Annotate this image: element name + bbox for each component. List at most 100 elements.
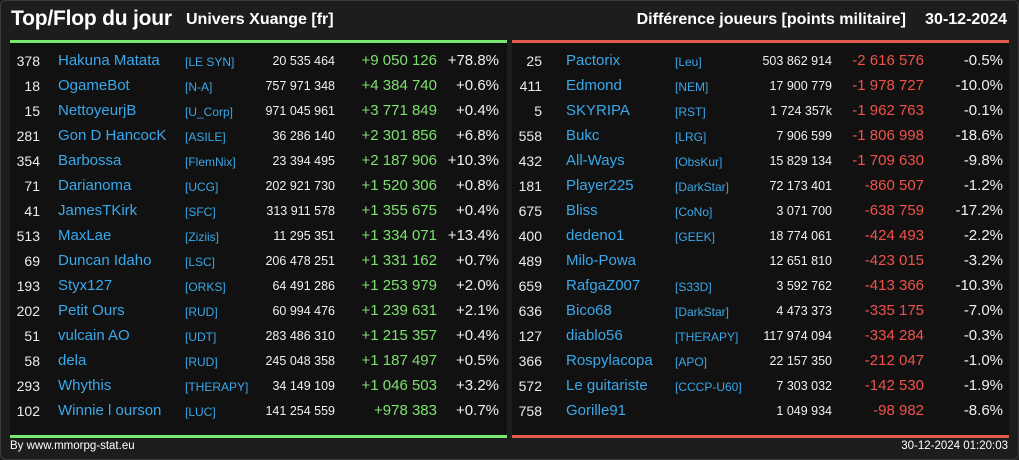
alliance-tag-link[interactable]: [LE SYN] bbox=[185, 55, 235, 69]
alliance-tag-link[interactable]: [UDT] bbox=[185, 330, 217, 344]
player-points: 3 592 762 bbox=[776, 279, 832, 293]
player-name-link[interactable]: Bico68 bbox=[566, 302, 612, 319]
points-difference: -1 962 763 bbox=[852, 102, 924, 119]
player-name-link[interactable]: OgameBot bbox=[58, 77, 130, 94]
player-name-link[interactable]: Gorille91 bbox=[566, 402, 627, 419]
points-difference: -142 530 bbox=[864, 377, 924, 394]
points-difference: -638 759 bbox=[864, 202, 924, 219]
percent-change: -3.2% bbox=[963, 252, 1003, 269]
alliance-tag-link[interactable]: [LRG] bbox=[675, 130, 707, 144]
player-name-link[interactable]: Rospylacopa bbox=[566, 352, 653, 369]
footer-credit[interactable]: By www.mmorpg-stat.eu bbox=[10, 440, 135, 452]
alliance-tag-link[interactable]: [DarkStar] bbox=[675, 180, 730, 194]
alliance-tag-link[interactable]: [Ziziis] bbox=[185, 230, 219, 244]
alliance-tag-link[interactable]: [DarkStar] bbox=[675, 305, 730, 319]
alliance-tag-link[interactable]: [THERAPY] bbox=[675, 330, 739, 344]
points-difference: +1 215 357 bbox=[361, 327, 438, 344]
top-player-row: 41 JamesTKirk [SFC] 313 911 578 +1 355 675 +0… bbox=[10, 199, 507, 224]
player-name-link[interactable]: NettoyeurjB bbox=[58, 102, 137, 119]
player-rank: 69 bbox=[24, 253, 40, 269]
player-name-link[interactable]: JamesTKirk bbox=[58, 202, 138, 219]
alliance-tag-link[interactable]: [RUD] bbox=[185, 355, 218, 369]
header-date: 30-12-2024 bbox=[925, 11, 1007, 28]
alliance-tag-link[interactable]: [UCG] bbox=[185, 180, 219, 194]
percent-change: +0.6% bbox=[456, 77, 499, 94]
player-name-link[interactable]: Darianoma bbox=[58, 177, 132, 194]
alliance-tag-link[interactable]: [CCCP-U60] bbox=[675, 380, 742, 394]
player-points: 12 651 810 bbox=[769, 254, 832, 268]
player-name-link[interactable]: Bliss bbox=[566, 202, 598, 219]
player-points: 11 295 351 bbox=[273, 229, 335, 243]
player-rank: 5 bbox=[534, 103, 542, 119]
points-difference: -1 978 727 bbox=[852, 77, 924, 94]
top-player-row: 69 Duncan Idaho [LSC] 206 478 251 +1 331 162… bbox=[10, 249, 507, 274]
flop-player-row: 636 Bico68 [DarkStar] 4 473 373 -335 175 -7.0… bbox=[512, 299, 1009, 324]
player-name-link[interactable]: Le guitariste bbox=[566, 377, 648, 394]
percent-change: -8.6% bbox=[963, 402, 1003, 419]
alliance-tag-link[interactable]: [RST] bbox=[675, 105, 706, 119]
header: Top/Flop du jour Univers Xuange [fr] Dif… bbox=[0, 0, 1019, 42]
top-player-row: 51 vulcain AO [UDT] 283 486 310 +1 215 357 +0… bbox=[10, 324, 507, 349]
player-points: 7 906 599 bbox=[776, 129, 832, 143]
alliance-tag-link[interactable]: [FlemNix] bbox=[185, 155, 236, 169]
alliance-tag-link[interactable]: [LUC] bbox=[185, 405, 216, 419]
player-points: 206 478 251 bbox=[265, 254, 335, 268]
player-name-link[interactable]: Milo-Powa bbox=[566, 252, 637, 269]
percent-change: -1.0% bbox=[963, 352, 1003, 369]
player-name-link[interactable]: Player225 bbox=[566, 177, 634, 194]
points-difference: -860 507 bbox=[864, 177, 924, 194]
player-name-link[interactable]: RafgaZ007 bbox=[566, 277, 641, 294]
player-name-link[interactable]: Bukc bbox=[566, 127, 600, 144]
player-name-link[interactable]: Barbossa bbox=[58, 152, 122, 169]
alliance-tag-link[interactable]: [ObsKur] bbox=[675, 155, 723, 169]
player-name-link[interactable]: vulcain AO bbox=[58, 327, 130, 344]
percent-change: +78.8% bbox=[447, 52, 499, 69]
player-name-link[interactable]: diablo56 bbox=[566, 327, 623, 344]
alliance-tag-link[interactable]: [RUD] bbox=[185, 305, 218, 319]
alliance-tag-link[interactable]: [THERAPY] bbox=[185, 380, 249, 394]
alliance-tag-link[interactable]: [GEEK] bbox=[675, 230, 716, 244]
footer-timestamp: 30-12-2024 01:20:03 bbox=[901, 440, 1008, 452]
points-difference: +978 383 bbox=[374, 402, 437, 419]
alliance-tag-link[interactable]: [NEM] bbox=[675, 80, 709, 94]
player-name-link[interactable]: Duncan Idaho bbox=[58, 252, 152, 269]
player-name-link[interactable]: MaxLae bbox=[58, 227, 112, 244]
percent-change: -0.1% bbox=[963, 102, 1003, 119]
alliance-tag-link[interactable]: [SFC] bbox=[185, 205, 216, 219]
player-name-link[interactable]: All-Ways bbox=[566, 152, 625, 169]
player-name-link[interactable]: Edmond bbox=[566, 77, 622, 94]
alliance-tag-link[interactable]: [ORKS] bbox=[185, 280, 226, 294]
player-name-link[interactable]: dela bbox=[58, 352, 87, 369]
points-difference: +3 771 849 bbox=[361, 102, 438, 119]
percent-change: -1.9% bbox=[963, 377, 1003, 394]
flop-player-row: 758 Gorille91 1 049 934 -98 982 -8.6% bbox=[512, 399, 1009, 424]
alliance-tag-link[interactable]: [LSC] bbox=[185, 255, 216, 269]
alliance-tag-link[interactable]: [Leu] bbox=[675, 55, 702, 69]
percent-change: +2.0% bbox=[456, 277, 499, 294]
flop-player-row: 432 All-Ways [ObsKur] 15 829 134 -1 709 630 -… bbox=[512, 149, 1009, 174]
points-difference: +1 520 306 bbox=[361, 177, 438, 194]
player-name-link[interactable]: Winnie l ourson bbox=[58, 402, 162, 419]
player-points: 60 994 476 bbox=[272, 304, 335, 318]
alliance-tag-link[interactable]: [U_Corp] bbox=[185, 105, 234, 119]
alliance-tag-link[interactable]: [N-A] bbox=[185, 80, 213, 94]
player-name-link[interactable]: SKYRIPA bbox=[566, 102, 630, 119]
player-name-link[interactable]: Pactorix bbox=[566, 52, 621, 69]
percent-change: -18.6% bbox=[955, 127, 1003, 144]
player-name-link[interactable]: Styx127 bbox=[58, 277, 113, 294]
alliance-tag-link[interactable]: [ASILE] bbox=[185, 130, 226, 144]
alliance-tag-link[interactable]: [CoNo] bbox=[675, 205, 713, 219]
player-name-link[interactable]: Petit Ours bbox=[58, 302, 125, 319]
alliance-tag-link[interactable]: [S33D] bbox=[675, 280, 712, 294]
player-name-link[interactable]: Hakuna Matata bbox=[58, 52, 160, 69]
player-points: 34 149 109 bbox=[272, 379, 335, 393]
alliance-tag-link[interactable]: [APO] bbox=[675, 355, 708, 369]
flop-player-row: 127 diablo56 [THERAPY] 117 974 094 -334 284 -… bbox=[512, 324, 1009, 349]
player-name-link[interactable]: Gon D HancocK bbox=[58, 127, 167, 144]
flop-player-row: 181 Player225 [DarkStar] 72 173 401 -860 507… bbox=[512, 174, 1009, 199]
player-name-link[interactable]: Whythis bbox=[58, 377, 112, 394]
points-difference: +1 253 979 bbox=[361, 277, 438, 294]
player-rank: 558 bbox=[518, 128, 542, 144]
player-rank: 366 bbox=[518, 353, 542, 369]
player-name-link[interactable]: dedeno1 bbox=[566, 227, 625, 244]
